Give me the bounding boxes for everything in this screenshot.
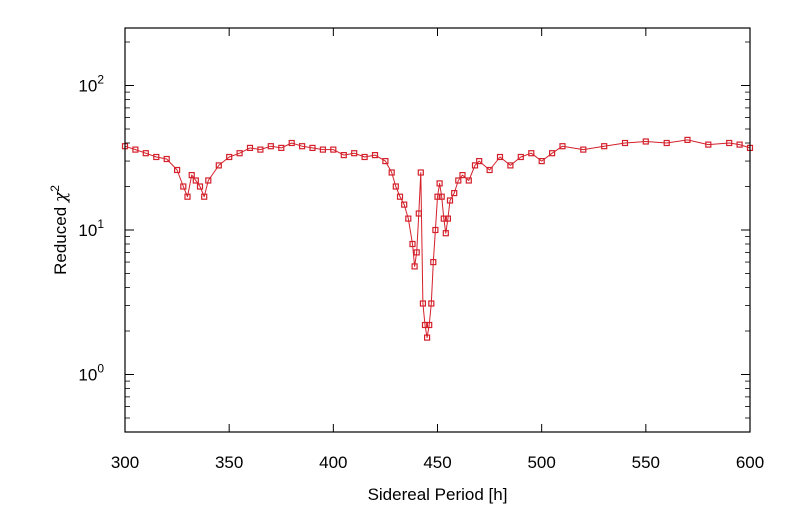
x-tick-label: 300 xyxy=(111,453,139,472)
data-point xyxy=(486,166,493,174)
data-point xyxy=(396,193,404,200)
data-point xyxy=(446,197,454,204)
x-tick-label: 400 xyxy=(319,453,347,472)
data-point xyxy=(459,172,466,179)
data-point xyxy=(180,183,187,190)
data-point xyxy=(432,226,439,234)
data-point xyxy=(382,158,389,165)
data-point xyxy=(496,153,504,161)
data-point xyxy=(196,183,204,190)
data-point xyxy=(299,143,306,150)
data-point xyxy=(351,150,358,157)
data-point xyxy=(142,150,149,157)
data-point xyxy=(538,158,545,165)
data-point xyxy=(601,143,608,150)
y-axis-label-superscript: 2 xyxy=(48,185,62,192)
data-point xyxy=(451,190,458,197)
x-tick-label: 550 xyxy=(632,453,660,472)
data-point xyxy=(330,146,337,153)
data-point xyxy=(415,210,422,217)
data-point xyxy=(215,162,222,169)
x-tick-label: 600 xyxy=(736,453,764,472)
data-point xyxy=(319,146,326,153)
data-point xyxy=(736,141,743,148)
data-point xyxy=(153,153,160,161)
data-point xyxy=(436,180,443,187)
data-point xyxy=(309,144,316,151)
data-point xyxy=(507,162,514,169)
data-point xyxy=(188,172,195,179)
data-point xyxy=(419,300,426,307)
data-point xyxy=(726,139,733,147)
series-layer xyxy=(121,136,754,341)
data-point xyxy=(205,177,212,184)
data-point xyxy=(371,152,379,159)
data-point xyxy=(340,152,347,159)
data-point xyxy=(401,201,408,208)
data-point xyxy=(417,169,424,176)
data-point xyxy=(424,334,431,341)
data-point xyxy=(621,139,629,147)
x-tick-label: 450 xyxy=(423,453,451,472)
y-axis-label-base: Reduced xyxy=(51,202,70,275)
data-point xyxy=(405,215,412,222)
data-point xyxy=(132,146,139,153)
data-point xyxy=(434,193,441,200)
data-point xyxy=(684,136,691,143)
data-point xyxy=(236,150,243,157)
data-point xyxy=(426,321,433,329)
x-tick-label: 350 xyxy=(215,453,243,472)
data-point xyxy=(246,144,254,151)
data-point xyxy=(430,259,437,266)
data-point xyxy=(288,139,295,147)
data-point xyxy=(388,169,395,176)
ticks-layer: 300 350 400 450 500 550 600 100 101 102 xyxy=(78,28,764,472)
data-point xyxy=(517,153,524,161)
y-axis-label: Reduced χ2 xyxy=(48,185,71,275)
data-point xyxy=(559,143,566,150)
data-point xyxy=(174,166,181,174)
data-point xyxy=(411,263,418,270)
data-point xyxy=(267,143,274,150)
y-axis-label-symbol: χ xyxy=(51,190,71,203)
data-point xyxy=(528,150,535,157)
y-tick-label: 102 xyxy=(78,73,104,96)
data-point xyxy=(548,150,556,157)
data-point xyxy=(428,300,435,307)
data-point xyxy=(642,138,649,145)
data-point xyxy=(442,230,449,237)
data-point xyxy=(278,144,285,151)
x-axis-label: Sidereal Period [h] xyxy=(368,485,508,504)
data-point xyxy=(705,141,712,148)
data-point xyxy=(440,215,447,222)
data-point xyxy=(476,158,483,165)
data-point xyxy=(413,249,420,256)
data-point xyxy=(438,193,445,200)
data-point xyxy=(163,155,170,163)
data-point xyxy=(444,215,451,222)
data-point xyxy=(409,240,416,248)
y-tick-label: 101 xyxy=(78,217,104,240)
x-tick-label: 500 xyxy=(527,453,555,472)
data-point xyxy=(392,183,399,190)
data-point xyxy=(257,146,264,153)
data-point xyxy=(201,193,208,200)
data-point xyxy=(421,321,429,329)
data-point xyxy=(580,146,587,153)
data-point xyxy=(663,139,670,147)
data-point xyxy=(192,177,199,184)
data-point xyxy=(361,153,368,161)
data-point xyxy=(465,177,472,184)
data-point xyxy=(226,153,233,161)
data-point xyxy=(184,193,191,200)
data-point xyxy=(471,162,479,169)
data-point xyxy=(455,177,462,184)
y-tick-label: 100 xyxy=(78,361,104,384)
